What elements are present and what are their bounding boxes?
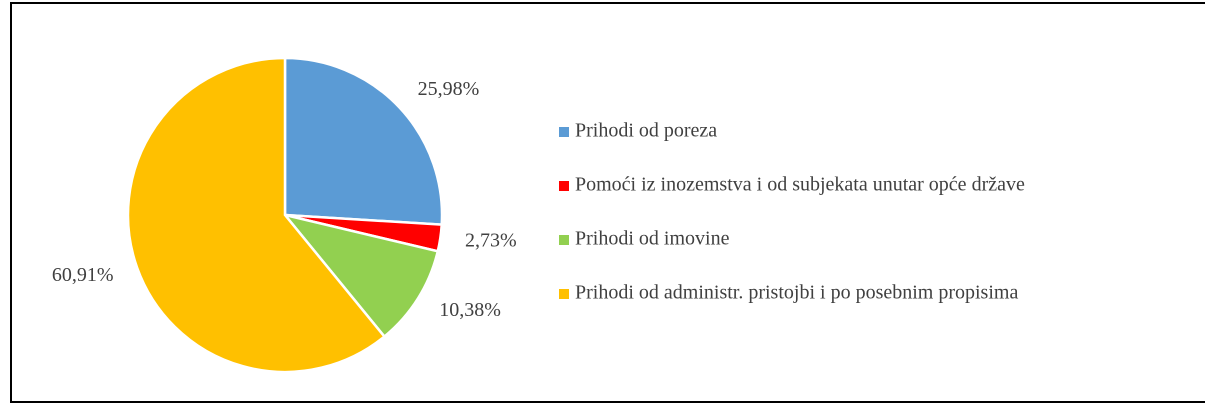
pie-slice <box>126 56 387 374</box>
legend-label: Prihodi od imovine <box>575 228 730 250</box>
legend-label: Prihodi od poreza <box>575 120 717 142</box>
legend-label: Prihodi od administr. pristojbi i po pos… <box>575 282 1018 304</box>
pie-slice <box>281 212 440 339</box>
legend-label: Pomoći iz inozemstva i od subjekata unut… <box>575 174 1025 196</box>
data-label: 60,91% <box>52 264 114 286</box>
data-label: 10,38% <box>439 299 501 321</box>
legend-marker <box>559 181 569 191</box>
legend-marker <box>559 235 569 245</box>
data-label: 25,98% <box>418 78 480 100</box>
legend-marker <box>559 289 569 299</box>
legend-marker <box>559 127 569 137</box>
pie-slice <box>283 56 444 226</box>
data-label: 2,73% <box>465 229 517 251</box>
